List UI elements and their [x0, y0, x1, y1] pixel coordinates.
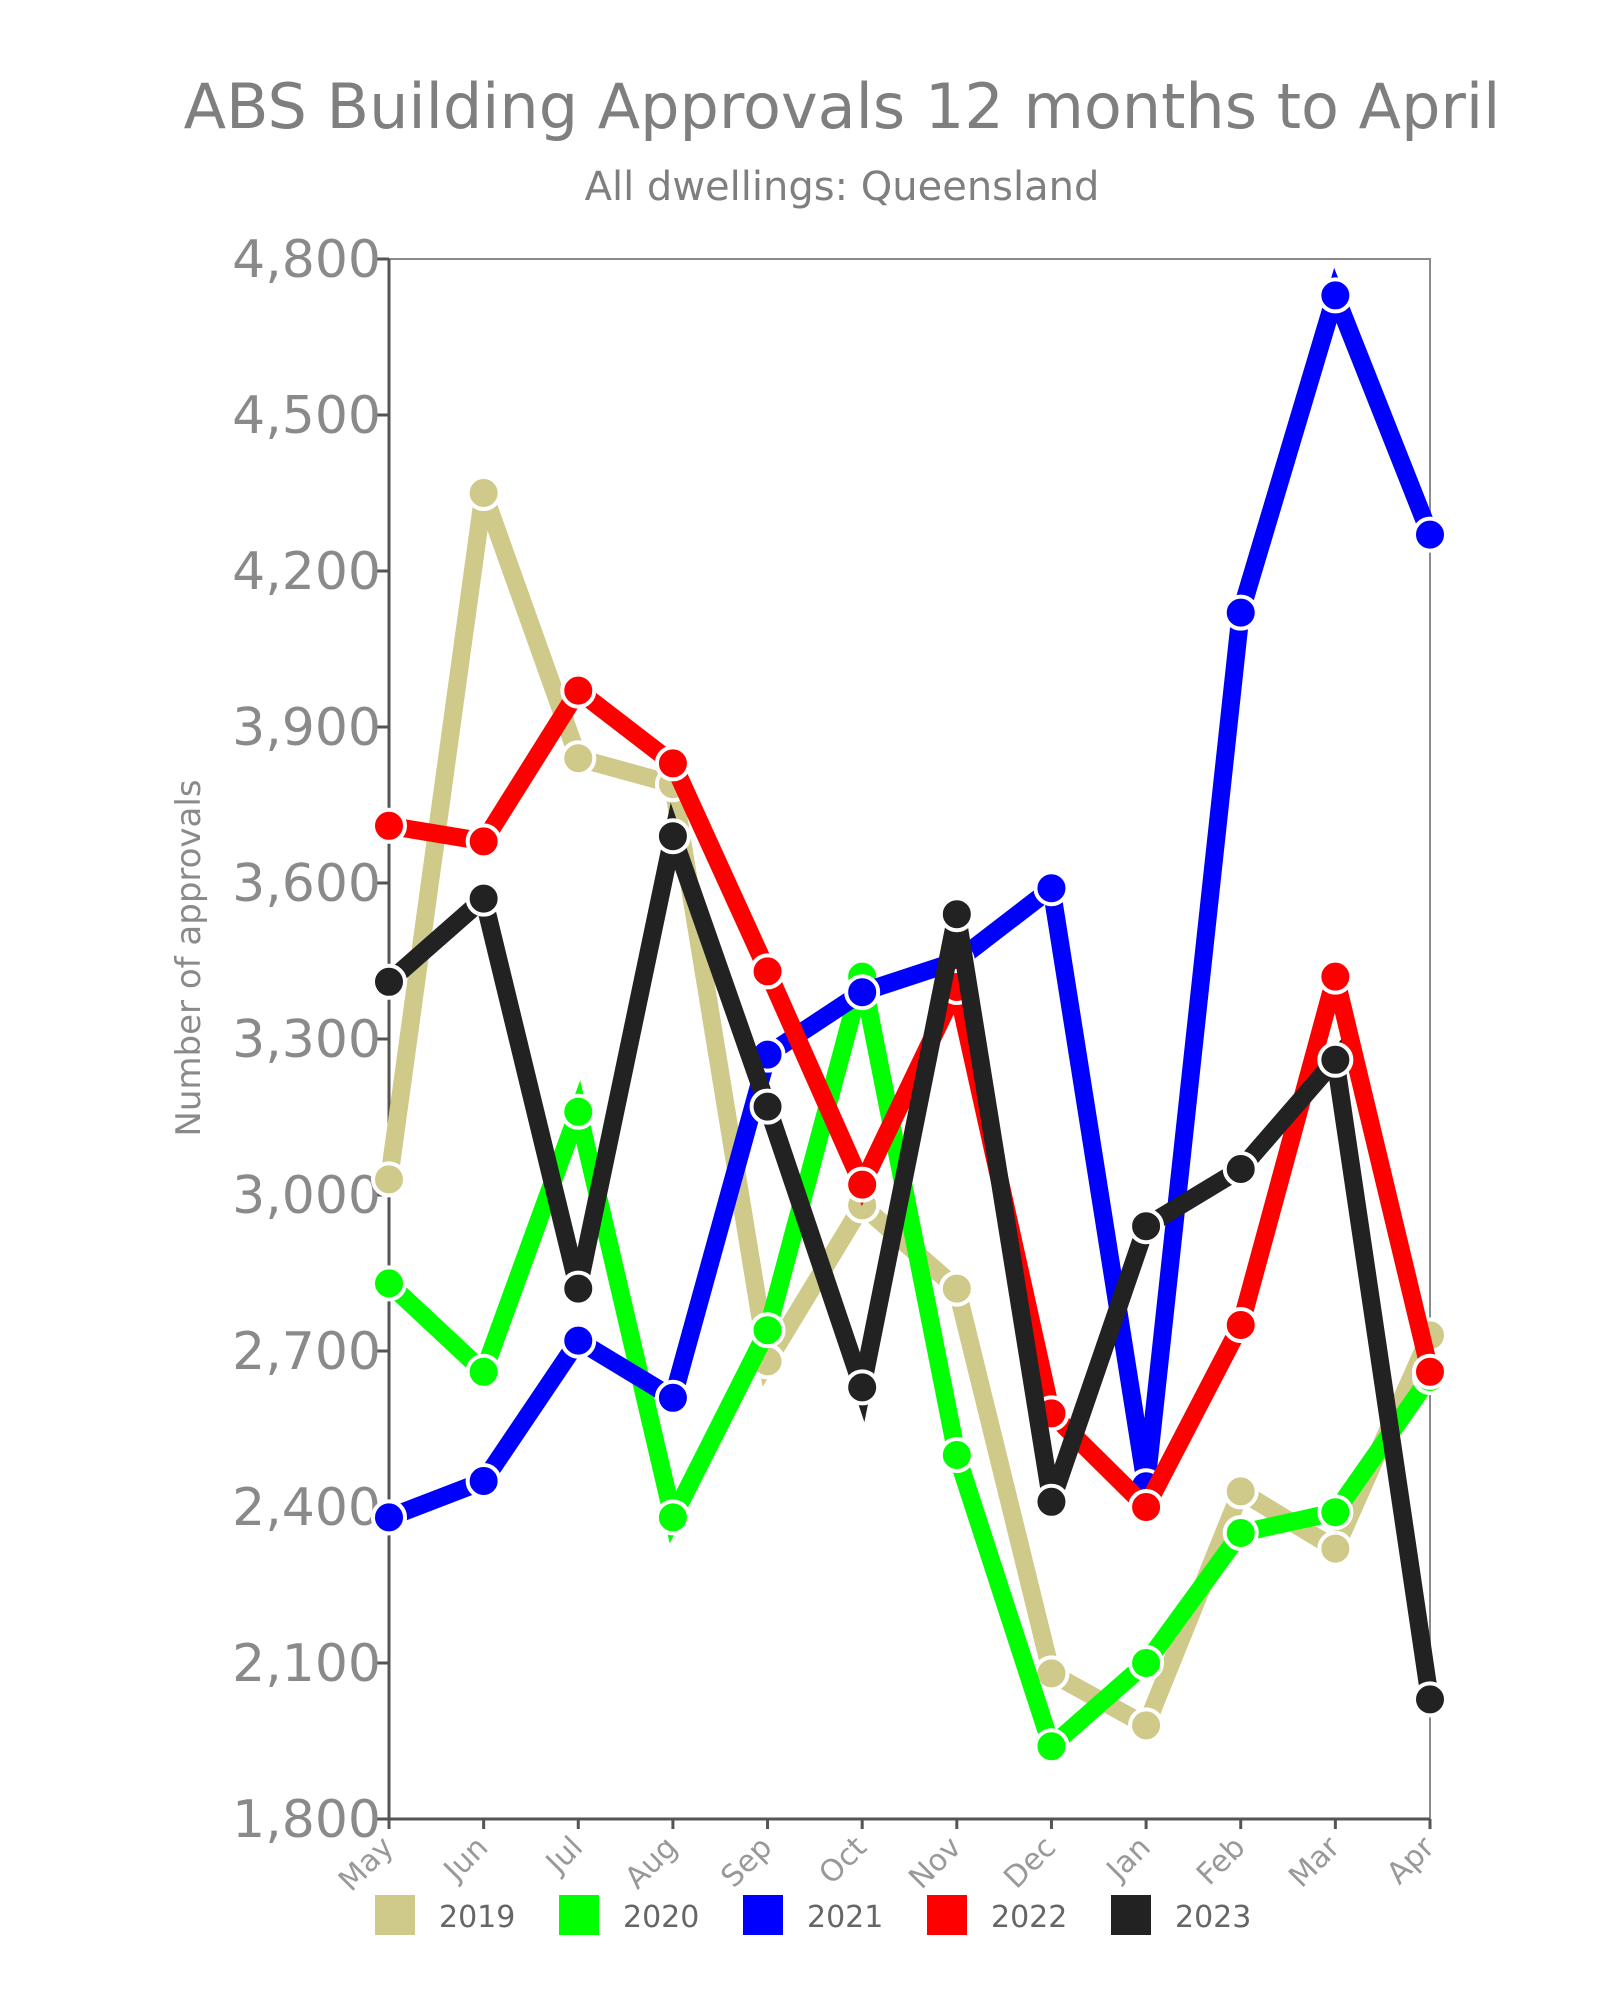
- data-point: [560, 672, 597, 709]
- data-point: [749, 953, 786, 990]
- data-point: [1317, 1041, 1354, 1078]
- x-tick-label: Aug: [618, 1830, 684, 1896]
- series-2023: [371, 802, 1448, 1718]
- data-point: [1317, 958, 1354, 995]
- legend-label: 2019: [439, 1900, 515, 1935]
- y-tick-label: 4,200: [232, 542, 381, 602]
- data-point: [465, 823, 502, 860]
- x-tick-label: Oct: [812, 1830, 874, 1892]
- legend-swatch-2021: [743, 1895, 783, 1935]
- legend-swatch-2022: [927, 1895, 967, 1935]
- legend-label: 2020: [623, 1900, 699, 1935]
- data-point: [749, 1312, 786, 1349]
- x-tick-label: Feb: [1190, 1830, 1252, 1892]
- series-line-2021: [385, 267, 1439, 1526]
- data-point: [844, 974, 881, 1011]
- x-tick-label: Jun: [436, 1830, 495, 1889]
- data-point: [1317, 1494, 1354, 1531]
- data-point: [1317, 277, 1354, 314]
- y-tick-label: 3,600: [232, 854, 381, 914]
- y-axis-label: Number of approvals: [169, 779, 209, 1136]
- y-tick-label: 3,900: [232, 698, 381, 758]
- data-point: [1033, 1728, 1070, 1765]
- data-point: [844, 1369, 881, 1406]
- series-2021: [371, 267, 1448, 1536]
- x-tick-label: Nov: [902, 1830, 968, 1896]
- data-point: [371, 1265, 407, 1302]
- chart-subtitle: All dwellings: Queensland: [585, 164, 1100, 210]
- series-line-2022: [387, 677, 1439, 1522]
- data-point: [654, 818, 691, 855]
- data-point: [465, 880, 502, 917]
- legend: 2019 2020 2021 2022 2023: [375, 1895, 1251, 1935]
- data-point: [1222, 1151, 1259, 1187]
- series-2022: [371, 672, 1448, 1525]
- y-tick-label: 1,800: [232, 1790, 381, 1850]
- data-point: [1222, 594, 1259, 631]
- data-point: [1033, 1483, 1070, 1520]
- legend-label: 2021: [807, 1900, 883, 1935]
- data-point: [371, 1499, 407, 1536]
- legend-swatch-2020: [559, 1895, 599, 1935]
- data-point: [465, 1353, 502, 1390]
- data-point: [938, 1437, 975, 1473]
- data-point: [1412, 1353, 1448, 1390]
- legend-swatch-2023: [1111, 1895, 1151, 1935]
- y-tick-label: 3,300: [232, 1010, 381, 1070]
- legend-swatch-2019: [375, 1895, 415, 1935]
- data-point: [371, 1161, 407, 1198]
- data-point: [1412, 516, 1448, 553]
- x-tick-label: Apr: [1380, 1829, 1442, 1891]
- data-point: [654, 1379, 691, 1416]
- y-axis-ticks: 1,800 2,100 2,400 2,700 3,000 3,300 3,600 3,900…: [232, 230, 389, 1850]
- x-axis-ticks: May Jun Jul Aug Sep Oct Nov Dec Jan Feb Mar Apr: [332, 1819, 1442, 1899]
- y-tick-label: 2,700: [232, 1322, 381, 1382]
- x-tick-label: Jul: [538, 1830, 590, 1882]
- y-tick-label: 4,800: [232, 230, 381, 290]
- chart-title: ABS Building Approvals 12 months to Apri…: [184, 70, 1501, 143]
- data-point: [654, 745, 691, 782]
- data-point: [1033, 870, 1070, 907]
- x-tick-label: Jan: [1099, 1830, 1158, 1889]
- y-tick-label: 3,000: [232, 1166, 381, 1226]
- data-point: [465, 475, 502, 511]
- y-tick-label: 2,100: [232, 1634, 381, 1694]
- data-point: [1128, 1489, 1165, 1525]
- data-point: [560, 1322, 597, 1359]
- data-point: [1222, 1473, 1259, 1510]
- x-tick-label: Sep: [714, 1830, 779, 1895]
- series-layer: [371, 267, 1448, 1765]
- data-point: [749, 1088, 786, 1125]
- data-point: [1128, 1707, 1165, 1744]
- x-tick-label: Mar: [1282, 1829, 1347, 1894]
- data-point: [654, 1499, 691, 1536]
- data-point: [1128, 1645, 1165, 1681]
- data-point: [1222, 1515, 1259, 1551]
- data-point: [465, 1463, 502, 1499]
- data-point: [371, 807, 407, 844]
- data-point: [560, 1093, 597, 1130]
- data-point: [560, 740, 597, 777]
- data-point: [1412, 1681, 1448, 1718]
- legend-label: 2022: [991, 1900, 1067, 1935]
- data-point: [560, 1270, 597, 1307]
- data-point: [844, 1166, 881, 1203]
- data-point: [938, 896, 975, 933]
- legend-label: 2023: [1175, 1900, 1251, 1935]
- data-point: [1128, 1208, 1165, 1245]
- data-point: [1317, 1530, 1354, 1567]
- data-point: [938, 1270, 975, 1307]
- data-point: [1222, 1307, 1259, 1343]
- data-point: [371, 963, 407, 1000]
- x-tick-label: Dec: [997, 1830, 1063, 1896]
- y-tick-label: 2,400: [232, 1478, 381, 1538]
- series-line-2023: [383, 802, 1439, 1701]
- y-tick-label: 4,500: [232, 386, 381, 446]
